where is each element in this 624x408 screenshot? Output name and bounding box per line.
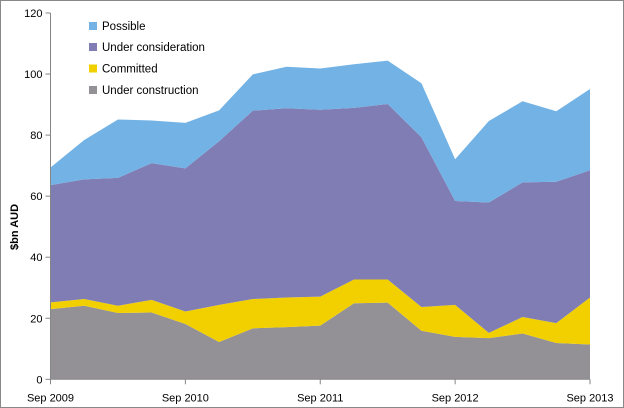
y-tick-label: 40 [30, 252, 42, 264]
legend-label: Committed [102, 64, 158, 76]
legend-swatch [89, 43, 97, 51]
y-axis-label: $bn AUD [9, 204, 21, 250]
legend-swatch [89, 22, 97, 30]
area-under-construction [50, 302, 590, 380]
legend-swatch [89, 86, 97, 94]
legend: Possible Under consideration Committed Unde… [89, 21, 205, 97]
y-tick-label: 60 [30, 191, 42, 203]
y-tick-label: 0 [36, 374, 42, 386]
y-tick-label: 20 [30, 313, 42, 325]
x-tick-label: Sep 2013 [566, 392, 613, 404]
legend-label: Under consideration [102, 42, 205, 54]
legend-label: Under construction [102, 85, 199, 97]
series-areas [50, 60, 590, 380]
axes: 0 20 40 60 80 100 120 Sep 2009 Sep 2010 Sep 2011 S… [24, 8, 613, 404]
y-tick-label: 120 [24, 8, 42, 20]
legend-label: Possible [102, 21, 145, 33]
area-committed [50, 279, 590, 345]
area-under-consideration [50, 103, 590, 333]
x-tick-label: Sep 2009 [27, 392, 74, 404]
x-tick-label: Sep 2012 [432, 392, 479, 404]
y-tick-label: 80 [30, 130, 42, 142]
area-possible [50, 60, 590, 203]
x-tick-label: Sep 2010 [162, 392, 209, 404]
legend-swatch [89, 64, 97, 73]
y-tick-label: 100 [24, 69, 42, 81]
x-tick-label: Sep 2011 [297, 392, 343, 404]
